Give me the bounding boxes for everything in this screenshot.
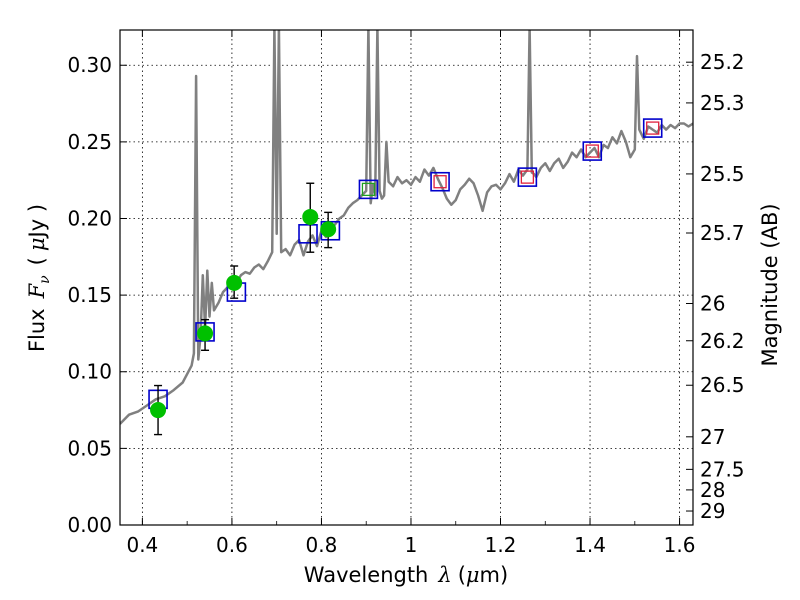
observed-flux-point: [302, 208, 319, 225]
y-axis-label-unit-mu: μ: [25, 237, 49, 251]
model-photometry-square: [582, 141, 603, 161]
magnitude-tick-label: 29: [700, 499, 725, 523]
magnitude-tick-label: 26: [700, 291, 725, 315]
x-tick-label: 1: [405, 533, 418, 557]
photometry-inner-square: [433, 175, 447, 189]
y-axis-label-symbol: F: [25, 282, 49, 299]
observed-flux-point: [197, 325, 214, 342]
x-tick-label: 0.8: [306, 533, 338, 557]
model-photometry-square: [358, 179, 379, 200]
x-tick-label: 1.2: [485, 533, 517, 557]
y-axis-label-subscript: ν: [37, 275, 53, 284]
photometry-inner-square: [646, 121, 660, 135]
plot-frame: [119, 29, 694, 526]
x-axis-label-symbol: λ: [437, 563, 451, 587]
magnitude-tick-label: 26.5: [700, 373, 745, 397]
x-tick-label: 1.6: [664, 533, 696, 557]
x-axis-label: Wavelength λ (μm): [304, 563, 508, 587]
y-tick-label: 0.25: [67, 130, 112, 154]
magnitude-tick-label: 27.5: [700, 457, 745, 481]
model-photometry-square: [298, 224, 318, 244]
y-axis-label-unit-open: (: [25, 257, 49, 265]
observed-flux-point: [150, 402, 167, 419]
y-tick-label: 0.20: [67, 206, 112, 230]
photometry-inner-square: [585, 144, 599, 158]
y-tick-label: 0.30: [67, 53, 112, 77]
y-tick-label: 0.10: [67, 360, 112, 384]
magnitude-tick-label: 25.3: [700, 91, 745, 115]
plot-area: [120, 30, 693, 436]
sed-model-line: [120, 30, 693, 425]
model-photometry-square: [517, 167, 538, 187]
photometry-inner-square: [361, 182, 376, 197]
magnitude-tick-label: 25.5: [700, 162, 745, 186]
magnitude-axis-label: Magnitude (AB): [758, 203, 782, 366]
magnitude-tick-label: 27: [700, 425, 725, 449]
observed-flux-point: [226, 274, 243, 291]
model-photometry-square: [430, 171, 450, 192]
x-tick-label: 0.4: [126, 533, 158, 557]
x-tick-label: 1.4: [574, 533, 606, 557]
model-photometry-square: [642, 118, 663, 138]
x-axis-label-unit-mu: μ: [466, 563, 480, 587]
magnitude-tick-label: 28: [700, 478, 725, 502]
photometry-inner-square: [520, 170, 535, 184]
y-axis-label-text: Flux: [25, 308, 49, 352]
x-tick-label: 0.6: [216, 533, 248, 557]
y-tick-label: 0.05: [67, 436, 112, 460]
magnitude-tick-label: 25.7: [700, 221, 745, 245]
y-tick-label: 0.00: [67, 513, 112, 537]
x-axis-label-unit-rest: m): [480, 563, 509, 587]
magnitude-tick-label: 25.2: [700, 50, 745, 74]
x-axis-label-text: Wavelength: [304, 563, 429, 587]
x-axis-label-unit-open: (: [458, 563, 466, 587]
magnitude-tick-label: 26.2: [700, 329, 745, 353]
y-axis-label-unit-rest: Jy ): [25, 204, 49, 240]
y-tick-label: 0.15: [67, 283, 112, 307]
observed-flux-point: [320, 221, 337, 238]
ticks: 0.4 0.6 0.8 1 1.2 1.4 1.6 0.00 0.05 0.10 0.15 0.20 0…: [67, 30, 745, 557]
y-axis-label: Flux Fν ( μJy ): [25, 204, 53, 352]
